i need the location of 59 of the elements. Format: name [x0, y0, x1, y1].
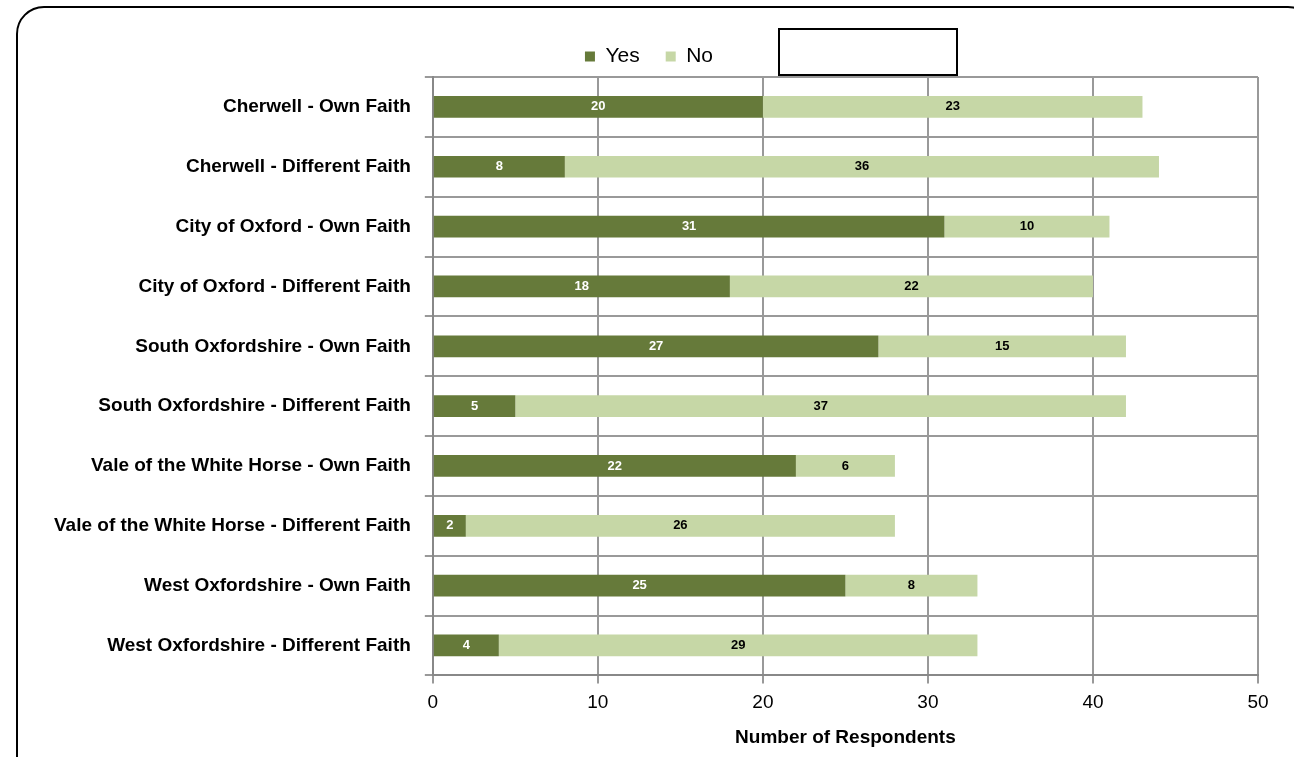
bar	[433, 455, 796, 477]
data-label: 15	[994, 337, 1010, 353]
data-label: 36	[854, 158, 870, 174]
bar	[498, 634, 978, 657]
legend-label: No	[686, 43, 714, 67]
data-label: 26	[673, 517, 688, 533]
bar	[944, 215, 1110, 238]
data-label: 4	[462, 637, 471, 653]
bar	[878, 335, 1126, 358]
bar	[564, 155, 1159, 178]
y-tick-label: South Oxfordshire - Different Faith	[98, 394, 411, 416]
bar	[433, 215, 945, 238]
data-label: 25	[632, 577, 647, 593]
y-tick-label: West Oxfordshire - Different Faith	[107, 633, 411, 655]
bar	[729, 275, 1093, 298]
data-label: 22	[904, 278, 919, 294]
data-label: 2	[446, 517, 454, 533]
x-tick-label: 20	[752, 691, 774, 713]
legend-label: Yes	[605, 43, 640, 67]
x-tick-label: 40	[1082, 691, 1104, 713]
data-label: 8	[907, 577, 916, 593]
bar	[433, 155, 565, 178]
data-label: 10	[1019, 218, 1035, 234]
data-label: 23	[945, 98, 960, 114]
y-tick-label: West Oxfordshire - Own Faith	[144, 573, 411, 595]
data-label: 8	[495, 158, 503, 174]
data-label: 31	[681, 218, 697, 234]
data-label: 20	[591, 98, 606, 114]
y-tick-label: Cherwell - Own Faith	[222, 95, 411, 117]
bar	[433, 514, 466, 537]
bar	[433, 275, 730, 298]
y-tick-label: City of Oxford - Own Faith	[175, 214, 411, 236]
x-tick-label: 30	[917, 691, 939, 713]
data-label: 22	[607, 457, 623, 473]
data-label: 29	[730, 637, 746, 653]
y-tick-label: Cherwell - Different Faith	[185, 154, 411, 176]
bar	[845, 574, 978, 597]
bar	[433, 335, 879, 358]
y-tick-label: South Oxfordshire - Own Faith	[135, 334, 411, 356]
bar	[762, 96, 1143, 118]
y-tick-label: City of Oxford - Different Faith	[138, 274, 411, 296]
bar	[433, 395, 516, 417]
data-label: 18	[574, 278, 590, 294]
data-label: 37	[813, 397, 828, 413]
bar	[515, 395, 1126, 417]
x-axis-title: Number of Respondents	[735, 725, 956, 747]
bar	[433, 96, 763, 118]
x-tick-label: 50	[1247, 691, 1269, 713]
y-tick-label: Vale of the White Horse - Own Faith	[90, 454, 411, 476]
bar	[795, 455, 895, 477]
bar	[465, 514, 895, 537]
x-tick-label: 0	[427, 691, 439, 713]
bar	[433, 574, 846, 597]
y-tick-label: Vale of the White Horse - Different Faith	[53, 514, 411, 536]
data-label: 27	[648, 337, 664, 353]
data-label: 6	[841, 457, 850, 473]
x-tick-label: 10	[587, 691, 609, 713]
data-label: 5	[470, 397, 479, 413]
bar	[433, 634, 499, 657]
